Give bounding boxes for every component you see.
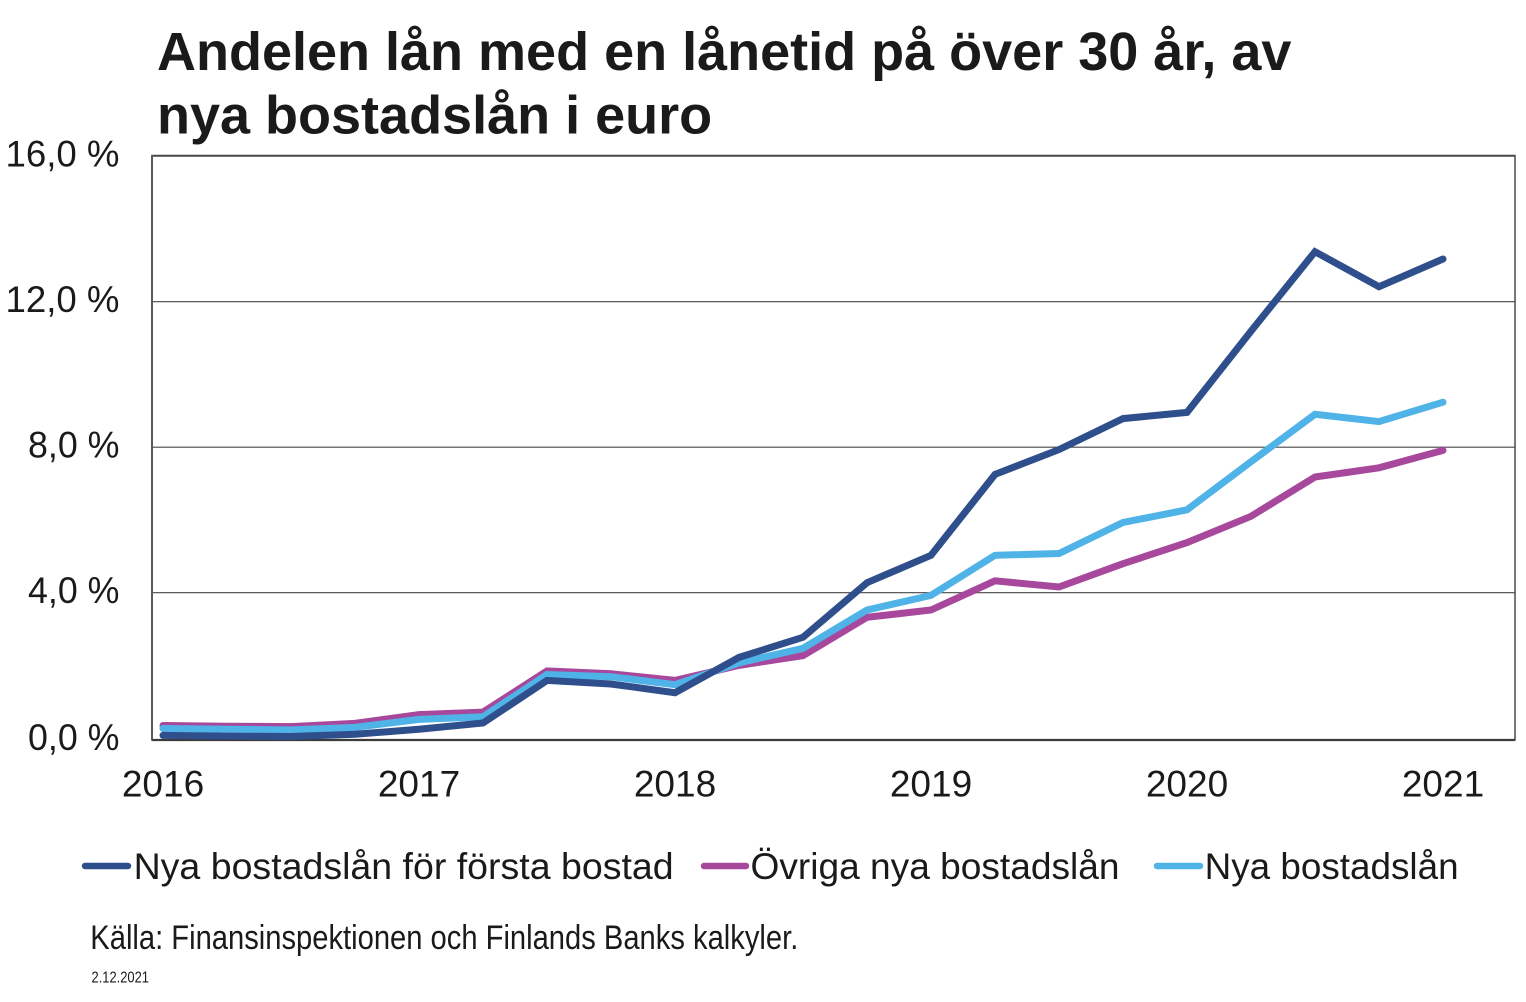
svg-text:0,0 %: 0,0 % bbox=[28, 717, 120, 758]
svg-text:2.12.2021: 2.12.2021 bbox=[92, 970, 150, 987]
svg-text:2021: 2021 bbox=[1402, 764, 1484, 805]
svg-text:Nya bostadslån: Nya bostadslån bbox=[1205, 845, 1459, 887]
svg-text:2018: 2018 bbox=[634, 764, 716, 805]
svg-text:Nya bostadslån för första bost: Nya bostadslån för första bostad bbox=[134, 845, 674, 887]
svg-text:2020: 2020 bbox=[1146, 764, 1228, 805]
svg-text:Källa: Finansinspektionen och: Källa: Finansinspektionen och Finlands B… bbox=[90, 919, 798, 957]
svg-text:2016: 2016 bbox=[122, 764, 204, 805]
svg-text:16,0 %: 16,0 % bbox=[6, 134, 120, 175]
svg-text:12,0 %: 12,0 % bbox=[6, 279, 120, 320]
svg-text:nya bostadslån i euro: nya bostadslån i euro bbox=[157, 86, 712, 146]
svg-text:8,0 %: 8,0 % bbox=[28, 425, 120, 466]
svg-text:Andelen lån med en lånetid på: Andelen lån med en lånetid på över 30 år… bbox=[157, 22, 1291, 82]
svg-text:2019: 2019 bbox=[890, 764, 972, 805]
svg-text:Övriga nya bostadslån: Övriga nya bostadslån bbox=[751, 845, 1120, 887]
svg-text:2017: 2017 bbox=[378, 764, 460, 805]
svg-text:4,0 %: 4,0 % bbox=[28, 570, 120, 611]
